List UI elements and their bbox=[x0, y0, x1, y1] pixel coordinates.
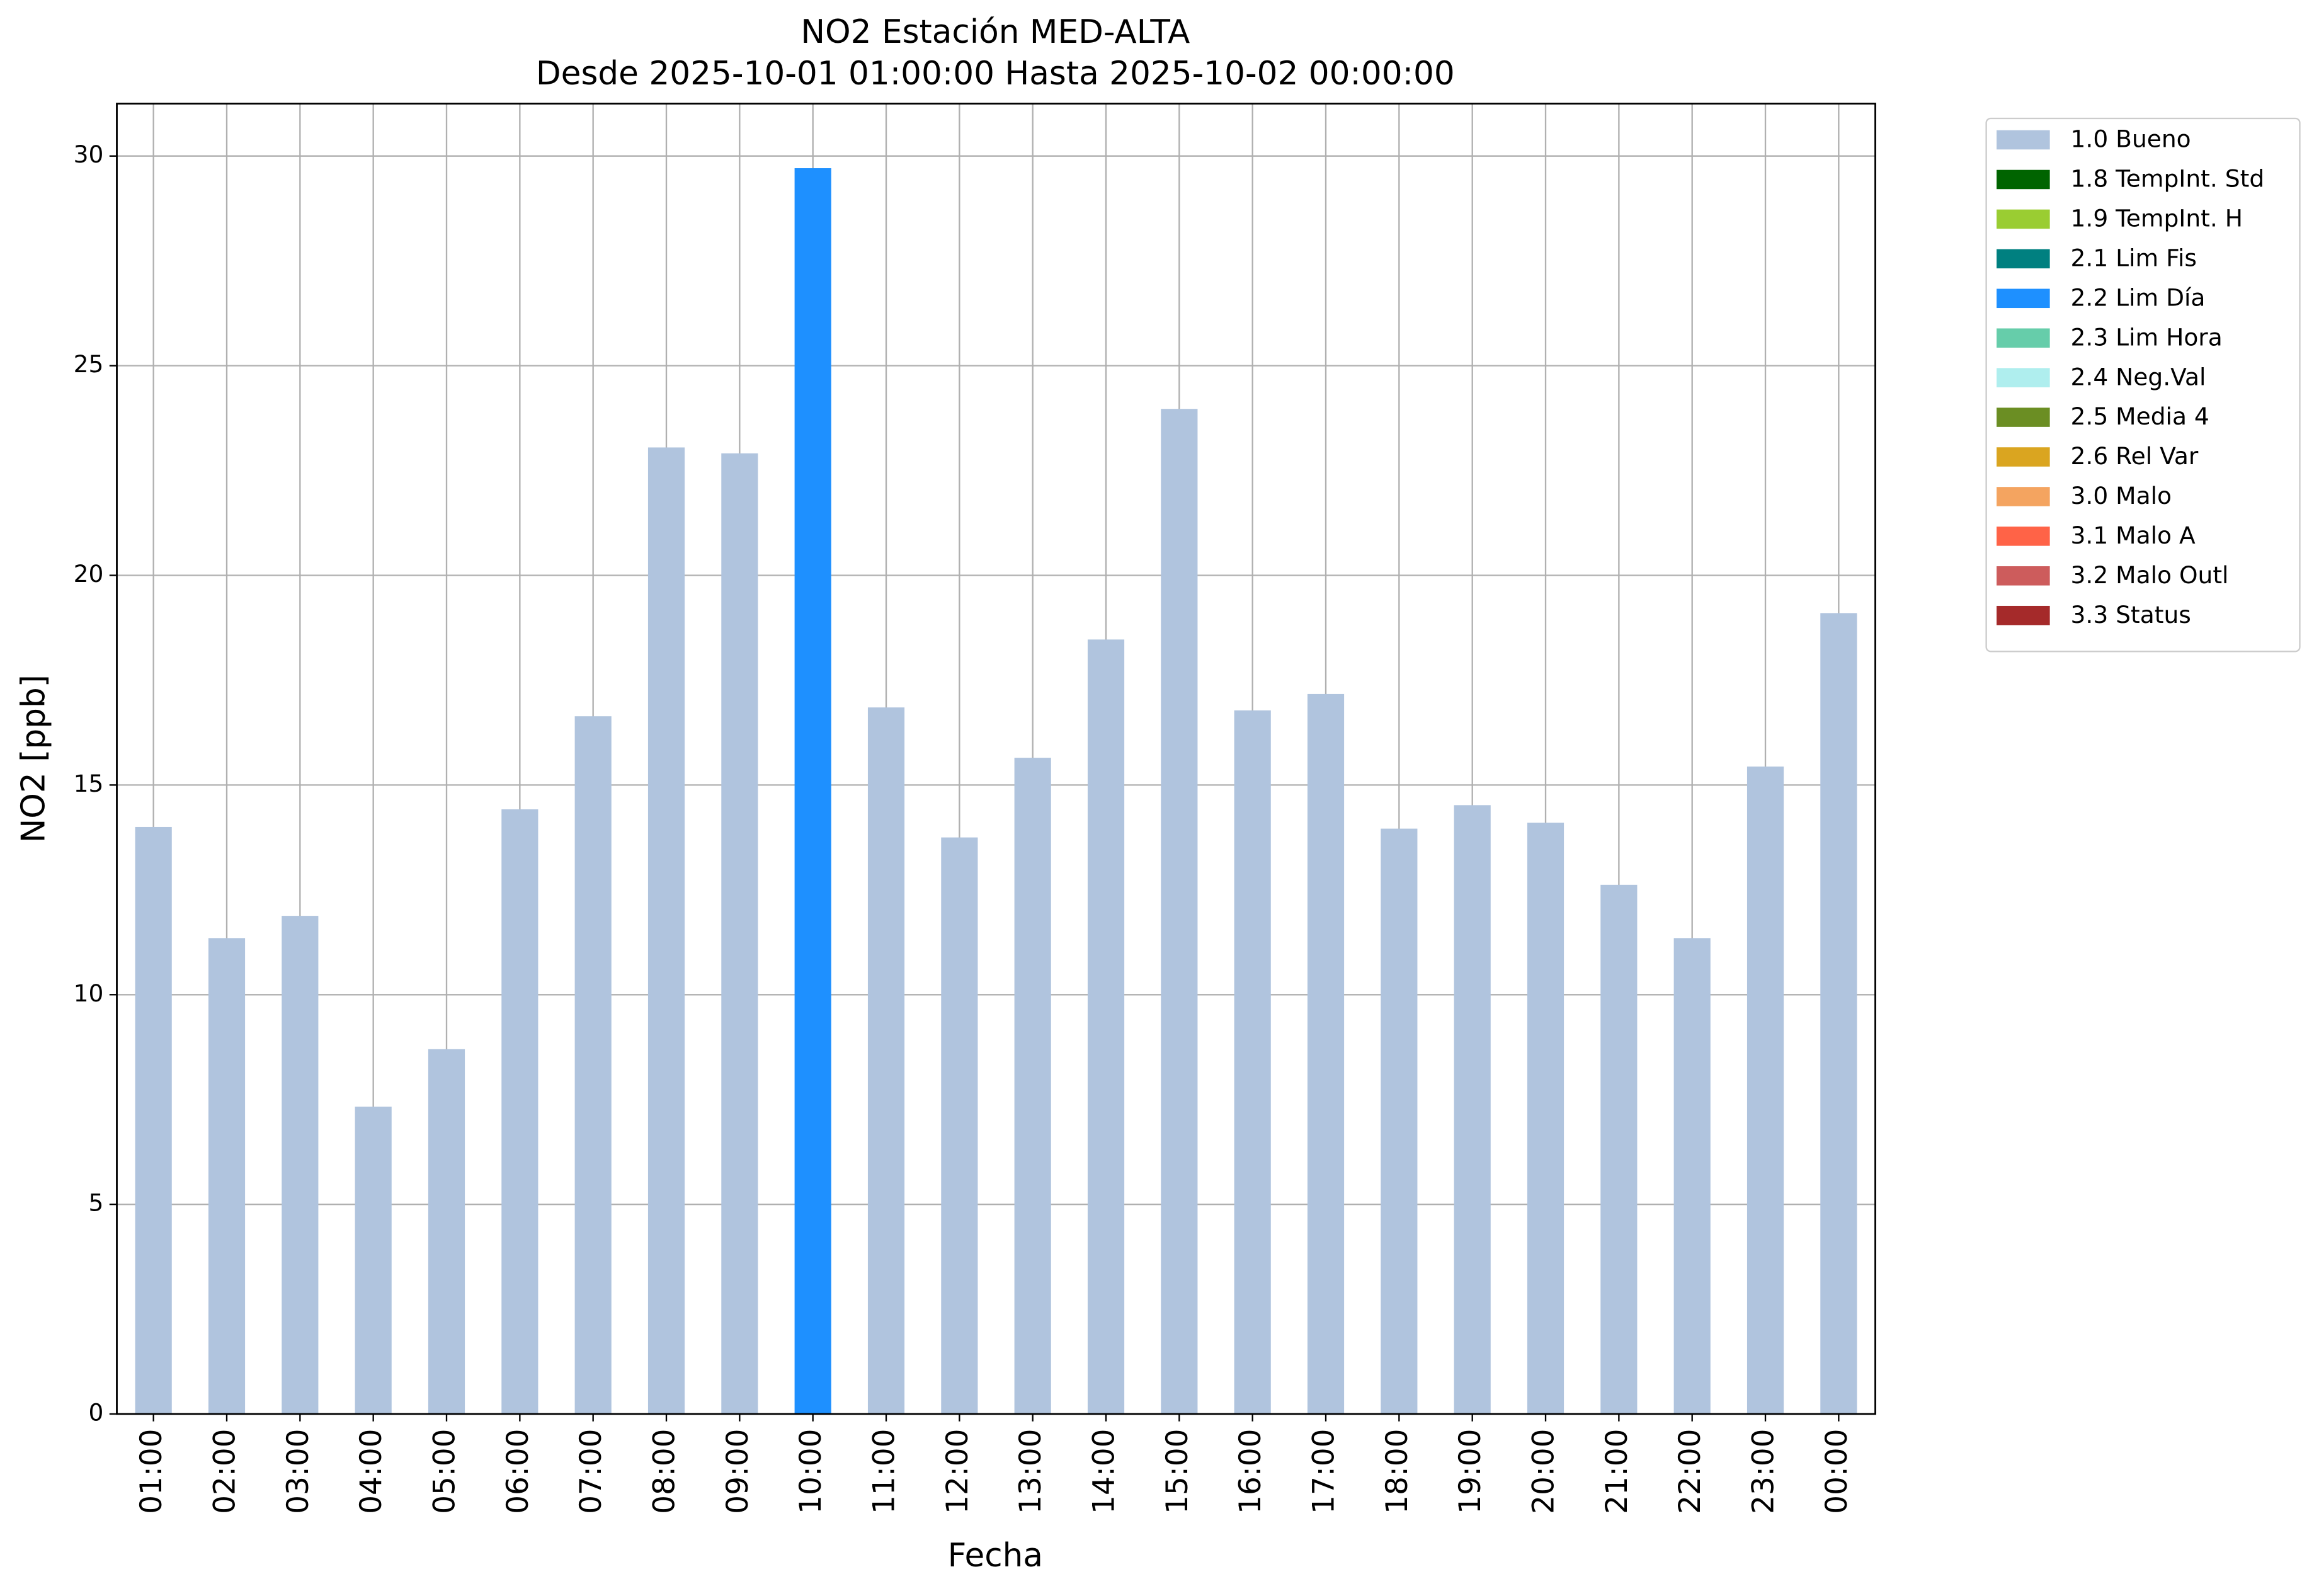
bar bbox=[1234, 710, 1271, 1415]
legend-label: 2.5 Media 4 bbox=[2071, 402, 2209, 430]
x-tick-label: 18:00 bbox=[1380, 1429, 1415, 1514]
legend-label: 2.3 Lim Hora bbox=[2071, 323, 2223, 351]
bar bbox=[1600, 884, 1638, 1415]
legend-label: 1.9 TempInt. H bbox=[2071, 205, 2243, 232]
legend-swatch bbox=[1997, 288, 2050, 309]
legend-swatch bbox=[1997, 605, 2050, 625]
x-tick-label: 10:00 bbox=[794, 1429, 828, 1514]
x-tick-label: 09:00 bbox=[721, 1429, 755, 1514]
y-tick-label: 0 bbox=[88, 1399, 103, 1427]
bar bbox=[867, 707, 905, 1415]
x-tick-label: 22:00 bbox=[1673, 1429, 1707, 1514]
legend-swatch bbox=[1997, 487, 2050, 506]
bar bbox=[1161, 409, 1198, 1415]
bar bbox=[208, 938, 246, 1415]
x-tick-label: 19:00 bbox=[1453, 1429, 1488, 1514]
bar bbox=[794, 168, 831, 1415]
legend-label: 2.1 Lim Fis bbox=[2071, 244, 2197, 272]
x-tick-label: 08:00 bbox=[647, 1429, 682, 1514]
legend-swatch bbox=[1997, 209, 2050, 229]
legend-label: 1.0 Bueno bbox=[2071, 125, 2191, 153]
x-tick-label: 04:00 bbox=[354, 1429, 389, 1514]
y-tick-label: 20 bbox=[74, 560, 104, 588]
bar bbox=[282, 916, 319, 1415]
x-tick-label: 00:00 bbox=[1820, 1429, 1854, 1514]
bar bbox=[1307, 693, 1345, 1415]
x-tick-label: 06:00 bbox=[501, 1429, 535, 1514]
legend-label: 2.4 Neg.Val bbox=[2071, 363, 2206, 390]
x-tick-label: 15:00 bbox=[1160, 1429, 1195, 1514]
y-tick-label: 15 bbox=[74, 770, 104, 797]
x-tick-label: 01:00 bbox=[134, 1429, 169, 1514]
legend-label: 2.6 Rel Var bbox=[2071, 442, 2199, 470]
legend-swatch bbox=[1997, 130, 2050, 150]
bar bbox=[428, 1049, 465, 1415]
legend-swatch bbox=[1997, 408, 2050, 427]
x-tick-label: 05:00 bbox=[428, 1429, 462, 1514]
x-tick-label: 21:00 bbox=[1600, 1429, 1634, 1514]
x-tick-label: 23:00 bbox=[1746, 1429, 1781, 1514]
bar bbox=[1746, 767, 1784, 1415]
legend-swatch bbox=[1997, 368, 2050, 387]
bar bbox=[1014, 758, 1051, 1415]
bar bbox=[574, 716, 612, 1415]
bar bbox=[135, 826, 172, 1415]
legend-label: 3.3 Status bbox=[2071, 601, 2191, 629]
bar bbox=[501, 809, 538, 1415]
legend-label: 2.2 Lim Día bbox=[2071, 283, 2206, 311]
bar bbox=[355, 1107, 392, 1415]
x-tick-label: 11:00 bbox=[867, 1429, 902, 1514]
chart-title: NO2 Estación MED-ALTA bbox=[801, 13, 1190, 51]
bar bbox=[647, 447, 685, 1415]
x-tick-label: 07:00 bbox=[574, 1429, 608, 1514]
legend-swatch bbox=[1997, 328, 2050, 348]
x-tick-label: 12:00 bbox=[940, 1429, 975, 1514]
legend-swatch bbox=[1997, 169, 2050, 190]
legend-label: 3.0 Malo bbox=[2071, 482, 2172, 510]
legend-box bbox=[1985, 117, 2301, 653]
legend-label: 3.1 Malo A bbox=[2071, 522, 2196, 549]
x-tick-label: 14:00 bbox=[1087, 1429, 1122, 1514]
chart-subtitle: Desde 2025-10-01 01:00:00 Hasta 2025-10-… bbox=[536, 55, 1455, 93]
y-tick-label: 25 bbox=[74, 350, 104, 378]
bar bbox=[1673, 938, 1711, 1415]
x-tick-label: 16:00 bbox=[1233, 1429, 1268, 1514]
legend-swatch bbox=[1997, 249, 2050, 269]
x-tick-label: 13:00 bbox=[1013, 1429, 1048, 1514]
bar bbox=[1454, 805, 1491, 1415]
x-tick-label: 17:00 bbox=[1307, 1429, 1342, 1514]
bar bbox=[721, 453, 758, 1415]
y-tick-label: 30 bbox=[74, 140, 104, 168]
legend-label: 1.8 TempInt. Std bbox=[2071, 165, 2265, 193]
legend-label: 3.2 Malo Outl bbox=[2071, 561, 2229, 589]
bar bbox=[941, 837, 978, 1415]
bar bbox=[1527, 823, 1564, 1415]
x-tick-label: 02:00 bbox=[208, 1429, 242, 1514]
legend-swatch bbox=[1997, 447, 2050, 467]
y-tick-label: 10 bbox=[74, 979, 104, 1007]
bar bbox=[1087, 639, 1125, 1415]
legend-swatch bbox=[1997, 527, 2050, 546]
x-tick-label: 20:00 bbox=[1527, 1429, 1561, 1514]
legend-swatch bbox=[1997, 566, 2050, 586]
y-axis-title: NO2 [ppb] bbox=[14, 675, 52, 843]
y-tick-label: 5 bbox=[88, 1189, 103, 1217]
x-tick-label: 03:00 bbox=[281, 1429, 316, 1514]
x-axis-title: Fecha bbox=[948, 1537, 1043, 1575]
plot-frame bbox=[116, 103, 1876, 1415]
bar bbox=[1381, 828, 1418, 1415]
bar bbox=[1820, 613, 1857, 1415]
